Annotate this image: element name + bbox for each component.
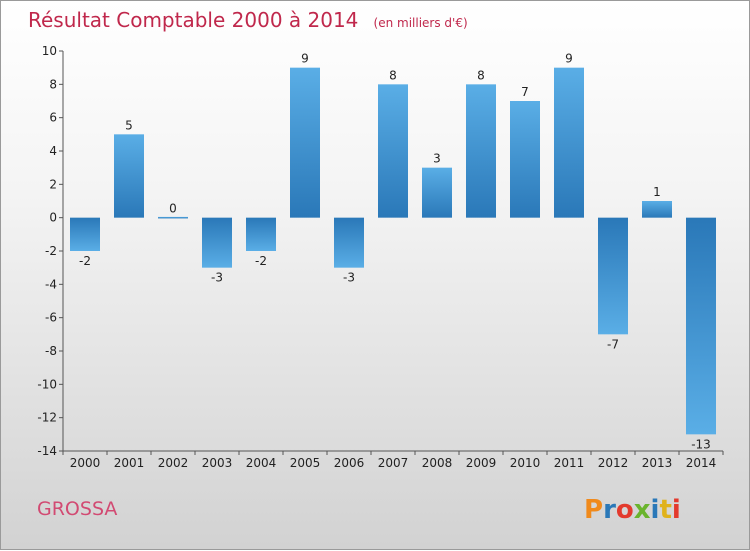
bar bbox=[378, 84, 408, 218]
bar bbox=[202, 217, 232, 268]
x-tick-label: 2011 bbox=[554, 456, 585, 470]
logo-letter: o bbox=[616, 495, 634, 525]
bar bbox=[114, 134, 144, 218]
bar-value-label: 1 bbox=[653, 185, 661, 199]
bar bbox=[158, 216, 188, 219]
svg-text:Proxiti: Proxiti bbox=[584, 495, 681, 525]
y-tick-label: 2 bbox=[49, 177, 57, 191]
commune-name: GROSSA bbox=[37, 498, 117, 520]
chart-title-unit: (en milliers d'€) bbox=[374, 16, 468, 30]
x-tick-label: 2001 bbox=[114, 456, 145, 470]
logo-letter: t bbox=[659, 495, 671, 525]
bar bbox=[466, 84, 496, 218]
y-tick-label: 4 bbox=[49, 144, 57, 158]
bar bbox=[290, 67, 320, 218]
bar-value-label: 3 bbox=[433, 152, 441, 166]
proxiti-logo: Proxiti bbox=[584, 495, 681, 525]
x-tick-label: 2012 bbox=[598, 456, 629, 470]
y-tick-label: 0 bbox=[49, 211, 57, 225]
y-tick-label: -8 bbox=[45, 344, 57, 358]
x-tick-label: 2008 bbox=[422, 456, 453, 470]
y-tick-label: 6 bbox=[49, 111, 57, 125]
bar-value-label: -2 bbox=[255, 254, 267, 268]
y-tick-label: -10 bbox=[37, 377, 57, 391]
y-axis: 10 8 6 4 2 0 -2 -4 -6 -8 -10 -12 -14 bbox=[37, 44, 64, 458]
logo-letter: i bbox=[651, 495, 660, 525]
logo-letter: P bbox=[584, 495, 603, 525]
y-tick-label: 8 bbox=[49, 77, 57, 91]
x-tick-label: 2014 bbox=[686, 456, 717, 470]
bar bbox=[642, 201, 672, 218]
bar bbox=[510, 101, 540, 218]
chart-title-main: Résultat Comptable 2000 à 2014 bbox=[28, 8, 358, 32]
x-tick-label: 2003 bbox=[202, 456, 233, 470]
logo-letter: x bbox=[634, 495, 651, 525]
bar-value-label: -3 bbox=[211, 271, 223, 285]
bar-value-label: -2 bbox=[79, 254, 91, 268]
chart-title: Résultat Comptable 2000 à 2014 (en milli… bbox=[28, 8, 468, 32]
bar-value-label: 0 bbox=[169, 202, 177, 216]
bar-value-label: 9 bbox=[301, 52, 309, 66]
bar-value-label: 5 bbox=[125, 118, 133, 132]
value-labels: -2 5 0 -3 -2 9 -3 8 3 8 7 9 -7 1 -13 bbox=[79, 52, 711, 452]
x-tick-label: 2004 bbox=[246, 456, 277, 470]
y-tick-label: -2 bbox=[45, 244, 57, 258]
x-tick-label: 2007 bbox=[378, 456, 409, 470]
bar-value-label: 8 bbox=[389, 68, 397, 82]
bars bbox=[70, 67, 716, 435]
bar bbox=[334, 217, 364, 268]
x-axis: 2000 2001 2002 2003 2004 2005 2006 2007 2008 2009… bbox=[62, 450, 724, 470]
y-tick-label: 10 bbox=[42, 44, 57, 58]
bar bbox=[70, 217, 100, 251]
logo-letter: r bbox=[603, 495, 616, 525]
x-tick-label: 2005 bbox=[290, 456, 321, 470]
bar bbox=[554, 67, 584, 218]
bar-value-label: 7 bbox=[521, 85, 529, 99]
bar bbox=[686, 217, 716, 435]
y-tick-label: -14 bbox=[37, 444, 57, 458]
x-tick-label: 2009 bbox=[466, 456, 497, 470]
bar bbox=[598, 217, 628, 335]
y-tick-label: -12 bbox=[37, 411, 57, 425]
bar-value-label: -3 bbox=[343, 271, 355, 285]
bar-value-label: 8 bbox=[477, 68, 485, 82]
x-tick-label: 2013 bbox=[642, 456, 673, 470]
x-tick-label: 2002 bbox=[158, 456, 189, 470]
bar bbox=[246, 217, 276, 251]
bar bbox=[422, 167, 452, 218]
bar-value-label: 9 bbox=[565, 52, 573, 66]
y-tick-label: -6 bbox=[45, 311, 57, 325]
x-tick-label: 2000 bbox=[70, 456, 101, 470]
y-tick-label: -4 bbox=[45, 277, 57, 291]
logo-letter: i bbox=[672, 495, 681, 525]
x-tick-label: 2006 bbox=[334, 456, 365, 470]
bar-value-label: -7 bbox=[607, 337, 619, 351]
bar-value-label: -13 bbox=[691, 437, 711, 451]
x-tick-label: 2010 bbox=[510, 456, 541, 470]
